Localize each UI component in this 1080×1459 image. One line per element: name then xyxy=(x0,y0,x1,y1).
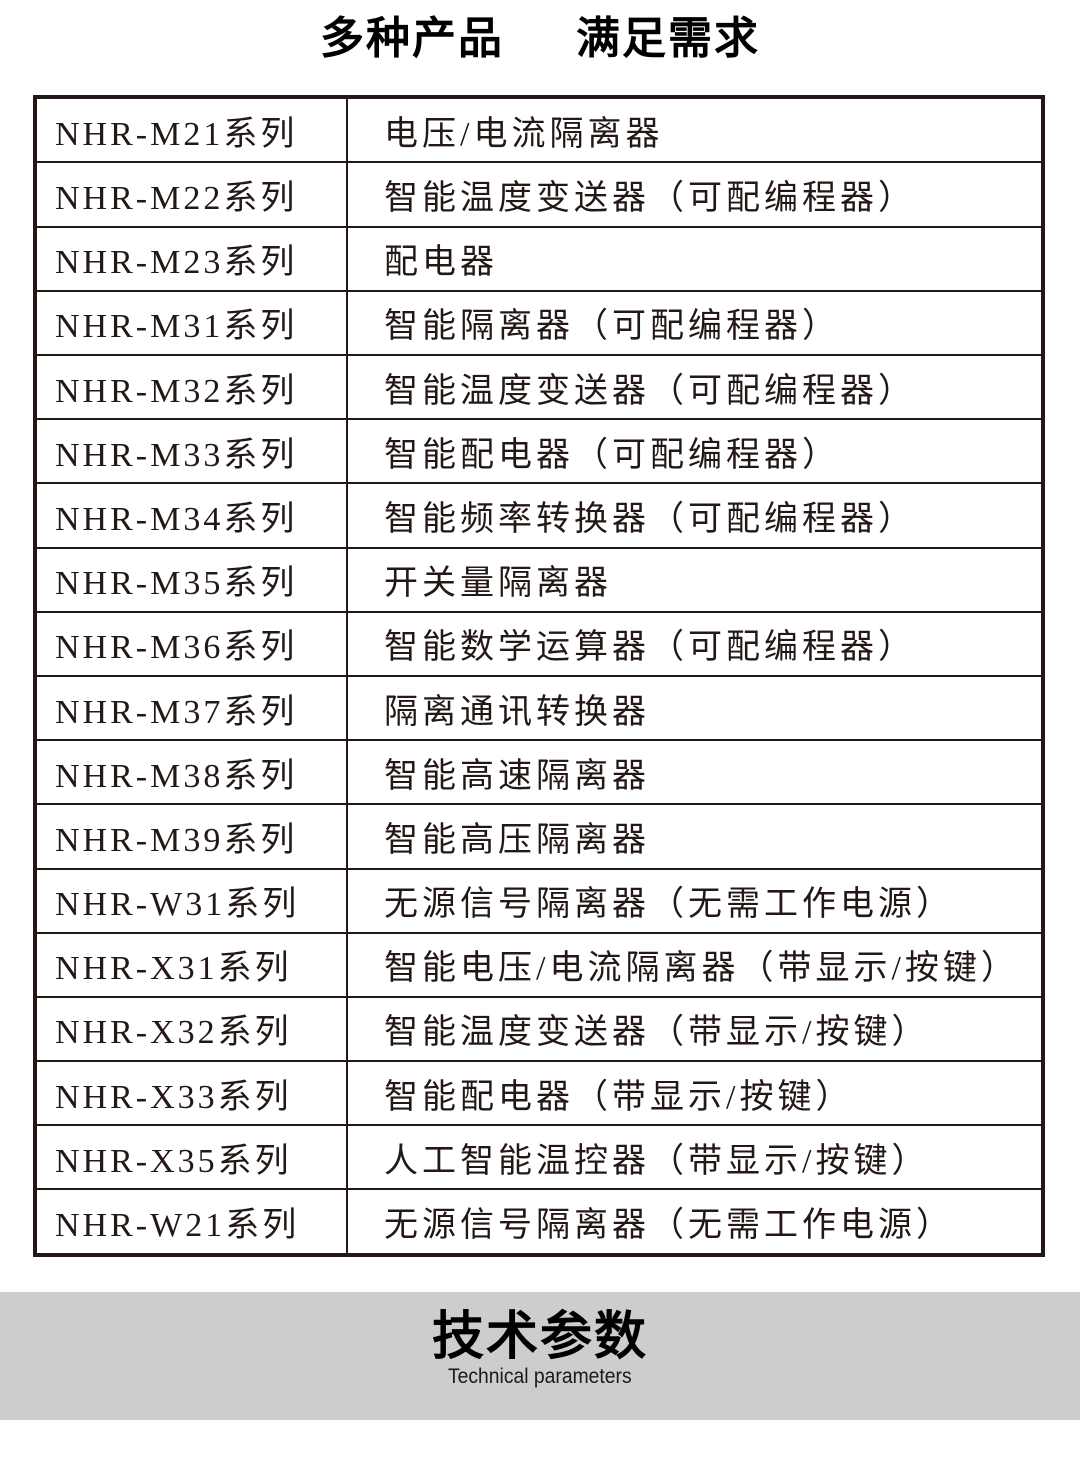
description-cell: 智能频率转换器（可配编程器） xyxy=(346,482,1044,549)
page-title-right: 满足需求 xyxy=(576,14,760,63)
table-row: NHR-W21系列 无源信号隔离器（无需工作电源） xyxy=(34,1188,1044,1256)
series-cell: NHR-X32系列 xyxy=(34,995,348,1063)
description-cell: 智能温度变送器（带显示/按键） xyxy=(346,995,1044,1063)
table-row: NHR-M32系列 智能温度变送器（可配编程器） xyxy=(34,353,1044,421)
description-cell: 配电器 xyxy=(346,225,1044,292)
description-cell: 隔离通讯转换器 xyxy=(346,674,1044,742)
table-row: NHR-M23系列 配电器 xyxy=(34,225,1044,292)
series-cell: NHR-M38系列 xyxy=(34,739,348,806)
series-cell: NHR-W21系列 xyxy=(34,1188,348,1256)
series-cell: NHR-M33系列 xyxy=(34,418,348,485)
table-row: NHR-M34系列 智能频率转换器（可配编程器） xyxy=(34,482,1044,549)
series-cell: NHR-M32系列 xyxy=(34,353,348,421)
page-title-left: 多种产品 xyxy=(320,14,504,63)
series-cell: NHR-M39系列 xyxy=(34,803,348,870)
description-cell: 开关量隔离器 xyxy=(346,546,1044,613)
series-cell: NHR-M36系列 xyxy=(34,610,348,677)
description-cell: 智能高压隔离器 xyxy=(346,803,1044,870)
page-title: 多种产品 满足需求 xyxy=(0,8,1080,70)
tech-params-band: 技术参数 Technical parameters xyxy=(0,1292,1080,1420)
product-table-body: NHR-M21系列 电压/电流隔离器 NHR-M22系列 智能温度变送器（可配编程器）… xyxy=(34,95,1044,1256)
series-cell: NHR-M23系列 xyxy=(34,225,348,292)
description-cell: 智能配电器（带显示/按键） xyxy=(346,1060,1044,1127)
table-row: NHR-X32系列 智能温度变送器（带显示/按键） xyxy=(34,995,1044,1063)
description-cell: 智能温度变送器（可配编程器） xyxy=(346,161,1044,228)
description-cell: 人工智能温控器（带显示/按键） xyxy=(346,1124,1044,1191)
product-table-wrap: NHR-M21系列 电压/电流隔离器 NHR-M22系列 智能温度变送器（可配编程器）… xyxy=(33,95,1045,1257)
series-cell: NHR-M21系列 xyxy=(34,95,348,164)
tech-params-heading: 技术参数 xyxy=(431,1308,648,1366)
table-row: NHR-M37系列 隔离通讯转换器 xyxy=(34,674,1044,742)
description-cell: 智能数学运算器（可配编程器） xyxy=(346,610,1044,677)
description-cell: 智能配电器（可配编程器） xyxy=(346,418,1044,485)
table-row: NHR-X33系列 智能配电器（带显示/按键） xyxy=(34,1060,1044,1127)
series-cell: NHR-M31系列 xyxy=(34,289,348,357)
tech-params-subheading: Technical parameters xyxy=(448,1365,632,1388)
series-cell: NHR-M37系列 xyxy=(34,674,348,742)
table-row: NHR-M33系列 智能配电器（可配编程器） xyxy=(34,418,1044,485)
description-cell: 无源信号隔离器（无需工作电源） xyxy=(346,1188,1044,1256)
description-cell: 电压/电流隔离器 xyxy=(346,95,1044,164)
series-cell: NHR-X31系列 xyxy=(34,931,348,998)
description-cell: 智能温度变送器（可配编程器） xyxy=(346,353,1044,421)
description-cell: 智能电压/电流隔离器（带显示/按键） xyxy=(346,931,1044,998)
table-row: NHR-X35系列 人工智能温控器（带显示/按键） xyxy=(34,1124,1044,1191)
description-cell: 智能隔离器（可配编程器） xyxy=(346,289,1044,357)
description-cell: 智能高速隔离器 xyxy=(346,739,1044,806)
series-cell: NHR-M35系列 xyxy=(34,546,348,613)
table-row: NHR-M31系列 智能隔离器（可配编程器） xyxy=(34,289,1044,357)
table-row: NHR-W31系列 无源信号隔离器（无需工作电源） xyxy=(34,867,1044,934)
table-row: NHR-M35系列 开关量隔离器 xyxy=(34,546,1044,613)
series-cell: NHR-X33系列 xyxy=(34,1060,348,1127)
table-row: NHR-M21系列 电压/电流隔离器 xyxy=(34,95,1044,164)
description-cell: 无源信号隔离器（无需工作电源） xyxy=(346,867,1044,934)
table-row: NHR-X31系列 智能电压/电流隔离器（带显示/按键） xyxy=(34,931,1044,998)
table-row: NHR-M22系列 智能温度变送器（可配编程器） xyxy=(34,161,1044,228)
series-cell: NHR-X35系列 xyxy=(34,1124,348,1191)
table-row: NHR-M36系列 智能数学运算器（可配编程器） xyxy=(34,610,1044,677)
table-row: NHR-M39系列 智能高压隔离器 xyxy=(34,803,1044,870)
table-row: NHR-M38系列 智能高速隔离器 xyxy=(34,739,1044,806)
series-cell: NHR-W31系列 xyxy=(34,867,348,934)
series-cell: NHR-M22系列 xyxy=(34,161,348,228)
product-table: NHR-M21系列 电压/电流隔离器 NHR-M22系列 智能温度变送器（可配编程器）… xyxy=(33,95,1045,1257)
series-cell: NHR-M34系列 xyxy=(34,482,348,549)
